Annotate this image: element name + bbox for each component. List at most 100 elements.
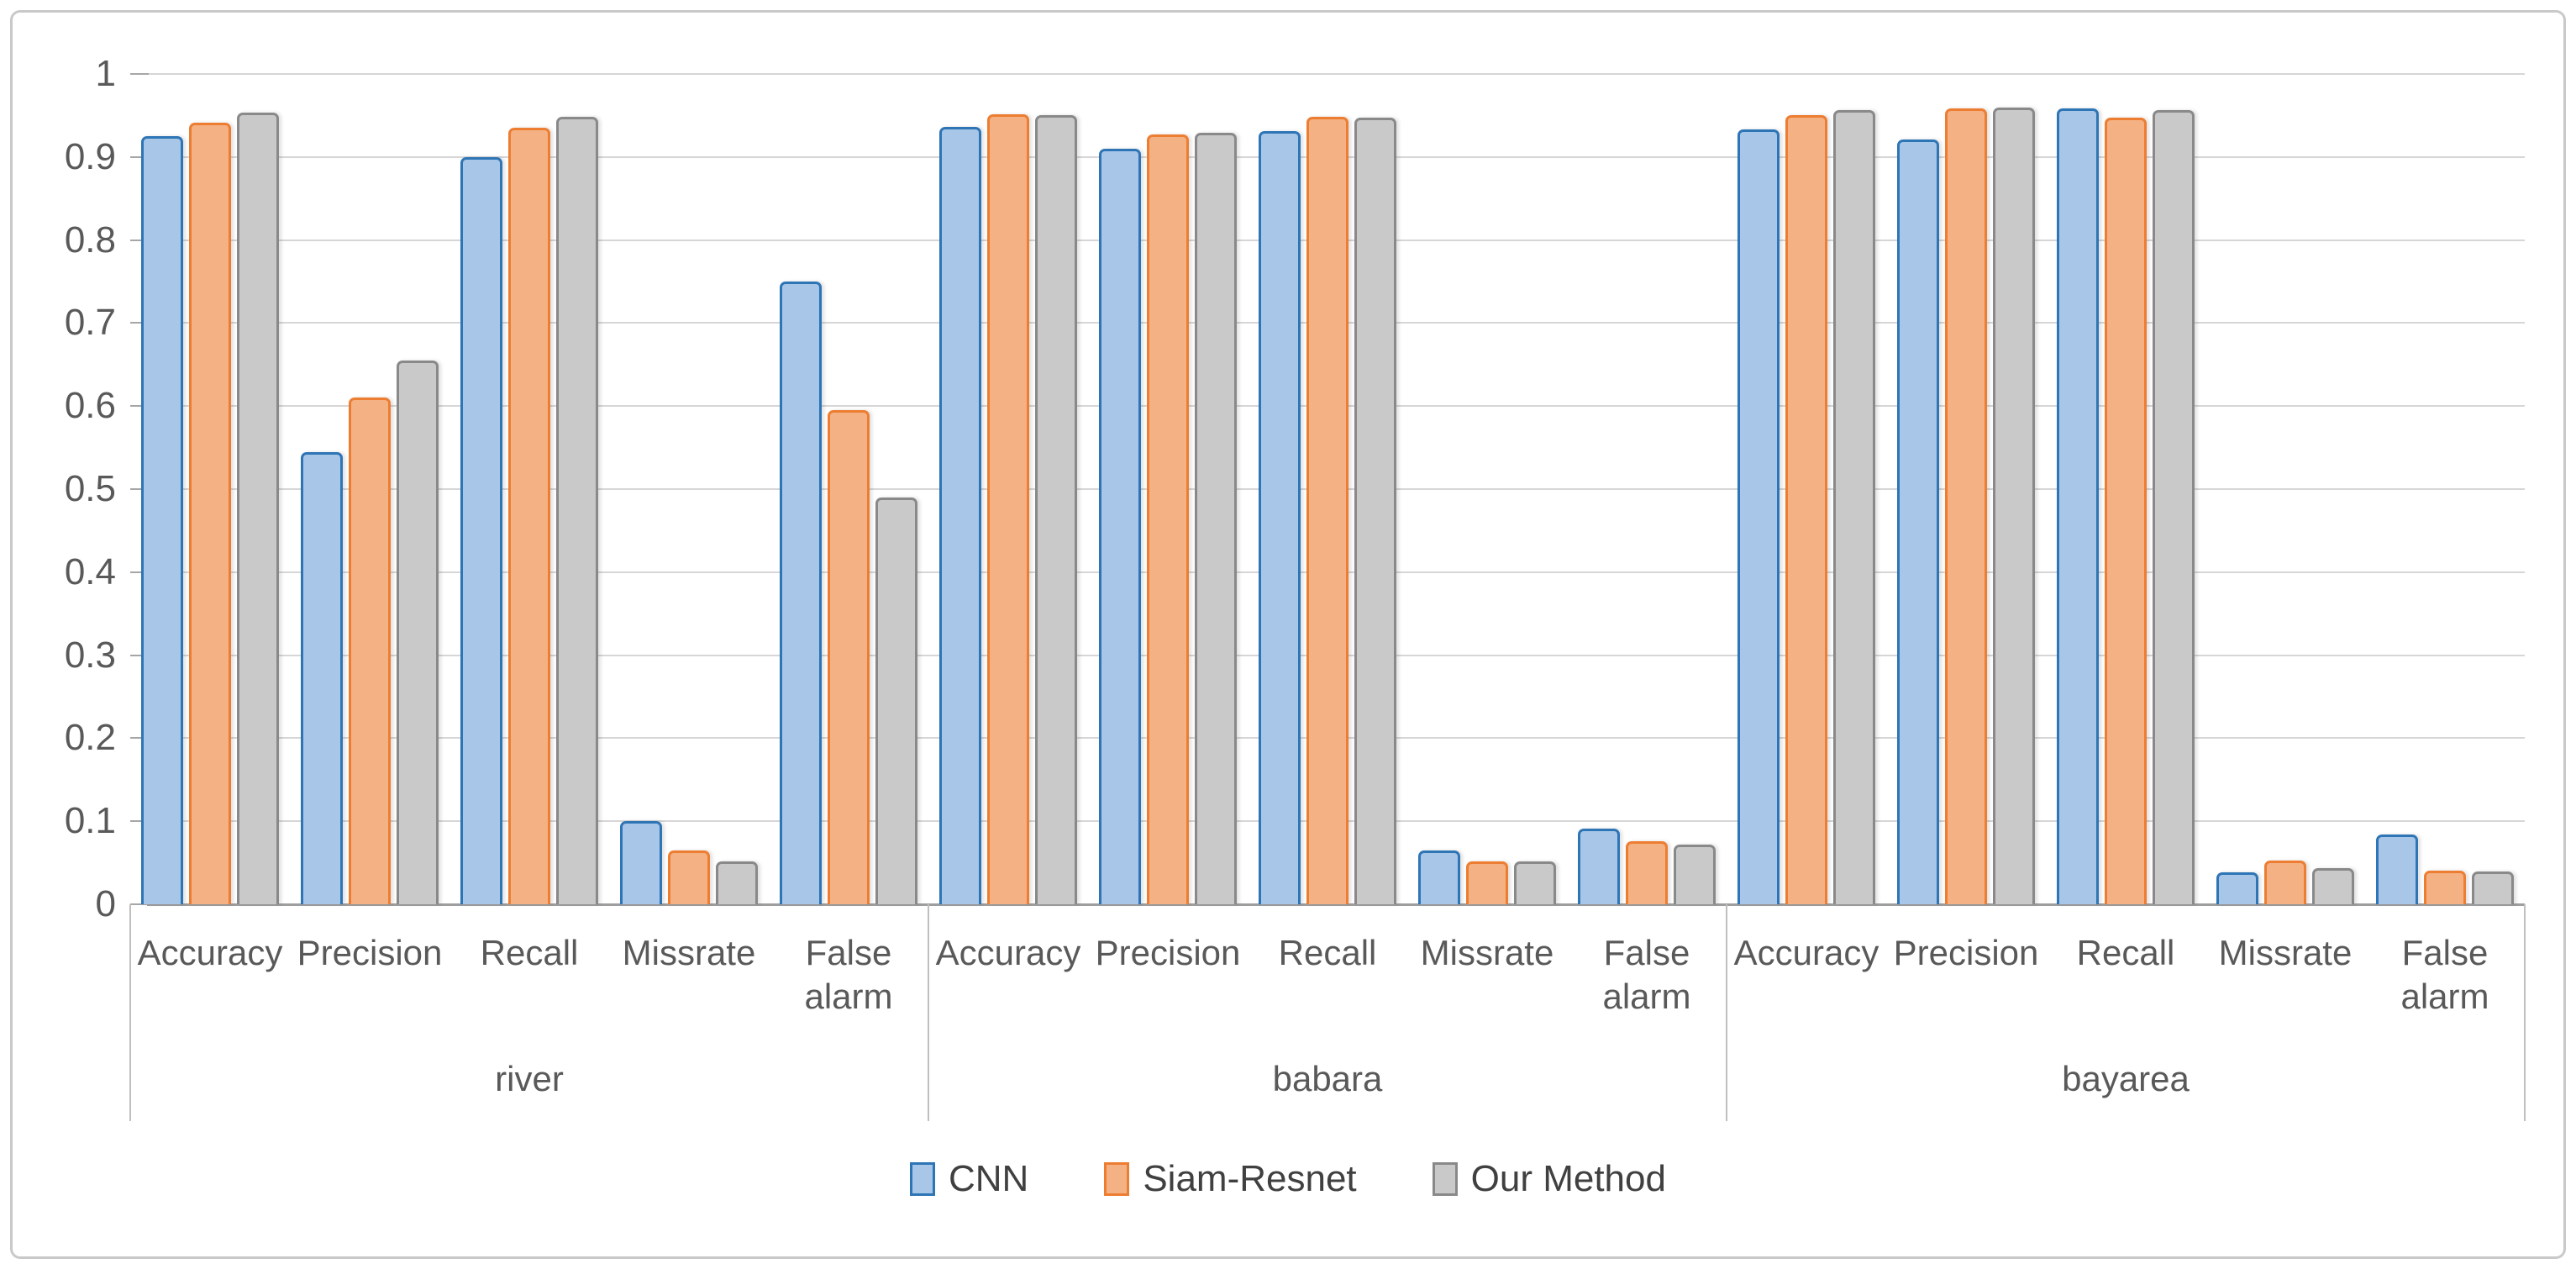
category-axis-divider: [2524, 904, 2526, 1121]
category-label: Accuracy: [1733, 933, 1879, 972]
y-axis-tick: [130, 654, 149, 656]
category-label: Accuracy: [935, 933, 1081, 972]
bar-cnn-river-accuracy: [141, 136, 183, 904]
category-axis-divider: [928, 904, 929, 1121]
bar-siam-resnet-bayarea-accuracy: [1785, 115, 1827, 904]
category-label: False alarm: [1602, 933, 1691, 1016]
bar-cnn-bayarea-accuracy: [1737, 129, 1780, 904]
bar-our-method-river-accuracy: [237, 113, 279, 904]
bar-siam-resnet-bayarea-recall: [2105, 118, 2147, 904]
legend-marker-our-method: [1432, 1162, 1458, 1196]
bar-cnn-babara-precision: [1099, 148, 1141, 904]
bar-our-method-babara-false-alarm: [1674, 844, 1716, 904]
y-axis-tick: [130, 239, 149, 241]
bar-cnn-babara-recall: [1259, 131, 1301, 904]
y-axis-tick: [130, 903, 149, 905]
y-axis-tick: [130, 488, 149, 490]
legend-item-our-method: Our Method: [1432, 1158, 1666, 1200]
bar-cnn-babara-false-alarm: [1578, 829, 1620, 904]
category-label: Accuracy: [137, 933, 283, 972]
legend-item-siam-resnet: Siam-Resnet: [1104, 1158, 1357, 1200]
y-tick-label: 0.7: [64, 302, 116, 344]
bar-our-method-bayarea-recall: [2153, 110, 2195, 904]
bar-our-method-bayarea-false-alarm: [2472, 871, 2514, 904]
legend: CNN Siam-Resnet Our Method: [0, 1150, 2576, 1208]
category-axis-divider: [129, 904, 131, 1121]
bar-siam-resnet-babara-missrate: [1466, 861, 1508, 904]
y-axis-tick: [130, 737, 149, 740]
bar-cnn-river-recall: [460, 156, 502, 904]
y-tick-label: 0: [95, 883, 116, 924]
y-tick-label: 0.3: [64, 634, 116, 676]
bar-siam-resnet-bayarea-false-alarm: [2424, 871, 2466, 904]
category-label: Missrate: [1420, 933, 1554, 972]
bar-cnn-bayarea-precision: [1897, 140, 1939, 904]
x-axis-line: [147, 903, 2525, 906]
category-label: False alarm: [804, 933, 893, 1016]
category-label: Precision: [1095, 933, 1241, 972]
y-tick-label: 0.9: [64, 135, 116, 177]
legend-marker-cnn: [910, 1162, 935, 1196]
y-axis-tick: [130, 571, 149, 573]
category-label: Recall: [2076, 933, 2175, 972]
y-tick-label: 0.1: [64, 800, 116, 842]
bar-siam-resnet-river-recall: [508, 128, 550, 904]
bar-cnn-bayarea-missrate: [2216, 872, 2258, 904]
y-axis-tick: [130, 820, 149, 823]
category-label: Missrate: [2218, 933, 2353, 972]
category-label: Recall: [480, 933, 579, 972]
bar-our-method-river-missrate: [716, 861, 758, 904]
legend-label: Siam-Resnet: [1143, 1158, 1357, 1199]
y-tick-label: 0.8: [64, 219, 116, 261]
y-axis-tick: [130, 322, 149, 324]
bar-our-method-bayarea-accuracy: [1833, 110, 1875, 904]
bar-cnn-river-precision: [301, 451, 343, 904]
category-axis-divider: [1726, 904, 1727, 1121]
bar-siam-resnet-bayarea-missrate: [2264, 860, 2306, 904]
legend-item-cnn: CNN: [910, 1158, 1028, 1200]
category-label: Recall: [1278, 933, 1377, 972]
bar-our-method-babara-missrate: [1514, 861, 1556, 904]
bar-cnn-bayarea-false-alarm: [2376, 835, 2418, 904]
bar-siam-resnet-babara-recall: [1306, 117, 1348, 904]
group-label: babara: [1272, 1059, 1383, 1098]
y-tick-label: 1: [95, 53, 116, 94]
bar-our-method-bayarea-missrate: [2312, 867, 2354, 904]
bar-siam-resnet-babara-precision: [1147, 134, 1189, 904]
y-axis-tick: [130, 405, 149, 408]
group-label: river: [495, 1059, 564, 1098]
category-label: Precision: [1893, 933, 2039, 972]
gridline: [147, 73, 2525, 75]
y-tick-label: 0.4: [64, 550, 116, 592]
y-axis-tick: [130, 155, 149, 158]
bar-our-method-babara-accuracy: [1035, 115, 1077, 904]
bar-cnn-babara-accuracy: [939, 127, 981, 904]
legend-label: CNN: [949, 1158, 1029, 1199]
group-label: bayarea: [2062, 1059, 2190, 1098]
y-tick-label: 0.6: [64, 385, 116, 427]
category-label: Precision: [297, 933, 443, 972]
bar-our-method-river-false-alarm: [875, 497, 917, 904]
bar-siam-resnet-river-missrate: [668, 850, 710, 904]
bar-cnn-river-missrate: [620, 821, 662, 904]
bar-our-method-babara-recall: [1354, 118, 1396, 904]
category-label: Missrate: [622, 933, 756, 972]
bar-siam-resnet-babara-false-alarm: [1626, 840, 1668, 904]
category-label: False alarm: [2400, 933, 2489, 1016]
bar-siam-resnet-river-accuracy: [189, 123, 231, 904]
bar-cnn-river-false-alarm: [780, 282, 822, 904]
y-tick-label: 0.5: [64, 468, 116, 509]
bar-our-method-river-precision: [397, 360, 439, 904]
bar-our-method-river-recall: [556, 117, 598, 904]
bar-our-method-bayarea-precision: [1993, 107, 2035, 904]
legend-marker-siam-resnet: [1104, 1162, 1130, 1196]
bar-siam-resnet-river-precision: [349, 398, 391, 904]
legend-label: Our Method: [1470, 1158, 1666, 1199]
bar-cnn-babara-missrate: [1418, 850, 1460, 904]
bar-siam-resnet-river-false-alarm: [828, 410, 870, 904]
bar-siam-resnet-bayarea-precision: [1945, 108, 1987, 904]
bar-cnn-bayarea-recall: [2057, 108, 2099, 904]
bar-our-method-babara-precision: [1195, 133, 1237, 904]
bar-siam-resnet-babara-accuracy: [987, 114, 1029, 904]
